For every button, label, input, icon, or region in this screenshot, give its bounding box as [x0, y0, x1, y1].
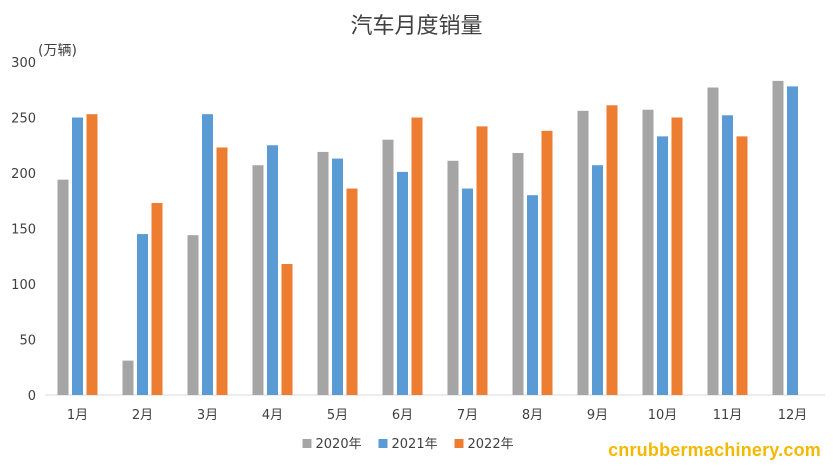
x-tick-label: 2月 — [132, 408, 153, 423]
x-tick-label: 3月 — [197, 408, 218, 423]
bar-1-4 — [252, 165, 264, 395]
bar-3-11 — [736, 136, 748, 395]
bar-2-7 — [462, 188, 473, 395]
bar-2-9 — [592, 165, 603, 395]
bar-3-10 — [671, 117, 683, 395]
y-axis-unit-label: (万辆) — [38, 43, 77, 59]
bar-2-12 — [787, 86, 798, 396]
bar-2-10 — [657, 136, 668, 395]
x-tick-label: 7月 — [457, 408, 478, 423]
x-tick-label: 11月 — [713, 408, 743, 423]
y-tick-label: 200 — [11, 167, 36, 182]
bar-1-2 — [122, 360, 134, 395]
bar-1-3 — [187, 235, 199, 395]
bar-3-1 — [86, 114, 98, 396]
bar-1-10 — [642, 109, 654, 395]
bar-3-5 — [346, 188, 358, 395]
bar-3-3 — [216, 147, 228, 395]
x-tick-label: 9月 — [587, 408, 608, 423]
bar-2-2 — [137, 234, 148, 395]
y-tick-label: 300 — [11, 56, 36, 71]
bar-1-11 — [707, 87, 719, 395]
bar-2-3 — [202, 114, 213, 396]
bar-2-1 — [72, 117, 83, 395]
bar-1-8 — [512, 153, 524, 395]
x-tick-label: 1月 — [67, 408, 88, 423]
bar-1-12 — [772, 80, 784, 396]
bar-2-8 — [527, 195, 538, 395]
y-tick-label: 100 — [11, 278, 36, 293]
bar-2-5 — [332, 158, 343, 395]
y-tick-label: 0 — [28, 389, 36, 404]
x-tick-label: 5月 — [327, 408, 348, 423]
legend-swatch — [454, 439, 464, 448]
y-tick-label: 150 — [11, 223, 36, 238]
x-tick-label: 10月 — [648, 408, 678, 423]
legend-label: 2021年 — [392, 437, 438, 452]
bar-2-6 — [397, 171, 408, 395]
watermark: cnrubbermachinery.com — [608, 440, 821, 460]
bar-2-4 — [267, 145, 278, 395]
chart-title: 汽车月度销量 — [350, 14, 483, 39]
bar-3-9 — [606, 105, 618, 395]
bar-3-2 — [151, 202, 163, 395]
x-tick-label: 12月 — [778, 408, 808, 423]
y-tick-label: 250 — [11, 112, 36, 127]
bar-3-7 — [476, 126, 488, 395]
bar-3-6 — [411, 117, 423, 395]
bar-3-4 — [281, 264, 293, 395]
legend-label: 2022年 — [468, 437, 514, 452]
legend-label: 2020年 — [316, 437, 362, 452]
legend-swatch — [302, 439, 312, 448]
x-tick-label: 4月 — [262, 408, 283, 423]
bar-1-5 — [317, 151, 329, 395]
y-tick-label: 50 — [19, 334, 36, 349]
bar-1-1 — [57, 179, 69, 395]
bar-1-9 — [577, 110, 589, 395]
bar-3-8 — [541, 130, 553, 395]
x-tick-label: 6月 — [392, 408, 413, 423]
x-tick-label: 8月 — [522, 408, 543, 423]
bar-1-6 — [382, 139, 394, 395]
bar-2-11 — [722, 115, 733, 395]
bar-1-7 — [447, 160, 459, 395]
legend-swatch — [378, 439, 388, 448]
